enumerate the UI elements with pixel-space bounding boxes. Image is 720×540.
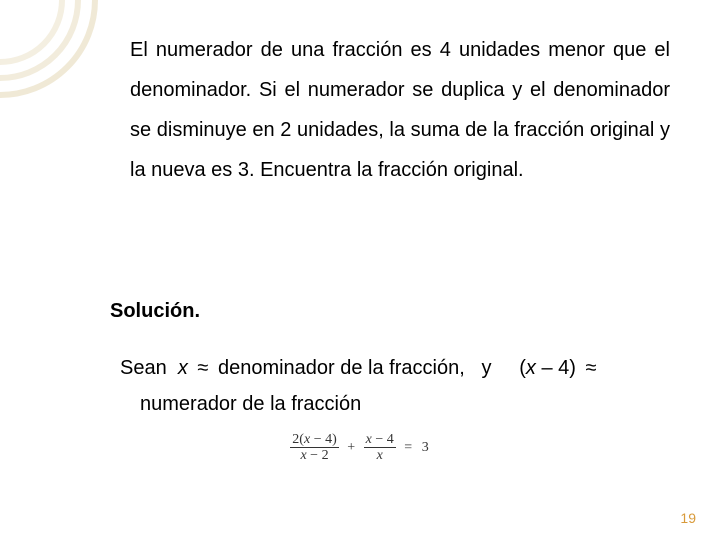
problem-text: El numerador de una fracción es 4 unidad…	[130, 39, 670, 181]
f2-den-var: x	[377, 448, 383, 463]
paren-open: (	[519, 357, 526, 379]
solution-line-1: Sean x ≈ denominador de la fracción, y (…	[120, 348, 670, 388]
equation: 2(x − 4) x − 2 + x − 4 x = 3	[0, 432, 720, 464]
f1-num-a: 2(	[292, 432, 304, 447]
numer-desc: numerador de la fracción	[140, 393, 361, 415]
solution-line-2: numerador de la fracción	[140, 393, 361, 416]
problem-statement: El numerador de una fracción es 4 unidad…	[130, 30, 670, 190]
minus-4-paren: – 4)	[536, 357, 576, 379]
fraction-1: 2(x − 4) x − 2	[290, 432, 338, 464]
approx-2: ≈	[582, 357, 601, 379]
rhs-value: 3	[419, 440, 432, 456]
y-word: y	[481, 357, 491, 379]
var-x-2: x	[526, 357, 536, 379]
var-x: x	[178, 357, 188, 379]
f2-num-b: − 4	[372, 432, 394, 447]
solution-heading: Solución.	[110, 300, 200, 323]
approx-1: ≈	[193, 357, 212, 379]
corner-decoration	[0, 0, 120, 120]
fraction-2: x − 4 x	[364, 432, 396, 464]
denom-desc: denominador de la fracción,	[218, 357, 465, 379]
plus-op: +	[344, 440, 358, 456]
page-number: 19	[680, 510, 696, 526]
equals-op: =	[401, 440, 415, 456]
f1-den-b: − 2	[307, 448, 329, 463]
sean-lead: Sean	[120, 357, 167, 379]
f1-num-b: − 4)	[310, 432, 337, 447]
